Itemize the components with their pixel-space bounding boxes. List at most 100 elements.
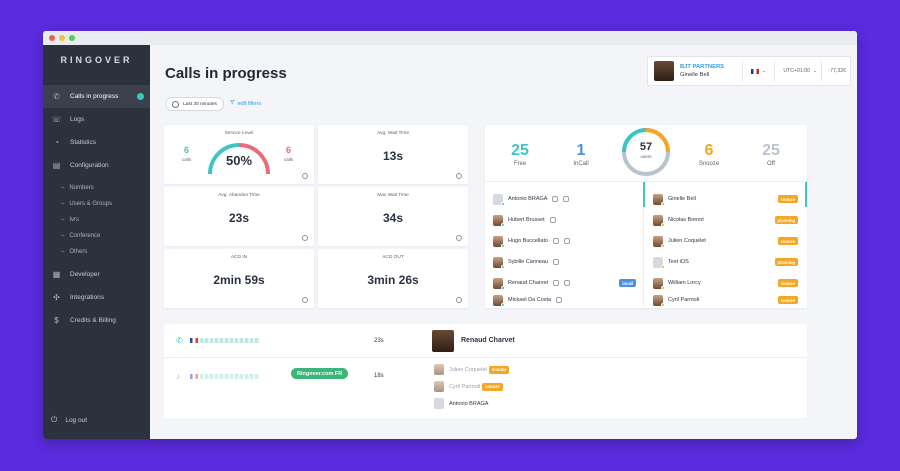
france-flag-icon xyxy=(190,374,198,379)
edit-filters-link[interactable]: ⛛ edit filters xyxy=(230,100,262,107)
agent-row[interactable]: Ginelle Bell snooze xyxy=(653,189,798,209)
max-wait-card: Max Wait Time 34s xyxy=(318,187,468,246)
close-window-dot[interactable] xyxy=(49,35,55,41)
agent-name: Renaud Charvet xyxy=(461,337,515,344)
avatar xyxy=(653,277,665,290)
call-row-ringing[interactable]: ♪ Ringover.com FR 18s Julien Coquelet sn… xyxy=(164,359,807,418)
sidebar-subitem-users-groups[interactable]: – Users & Groups xyxy=(61,201,113,207)
avatar xyxy=(653,256,665,269)
users-donut xyxy=(622,128,670,176)
call-duration: 23s xyxy=(374,337,384,344)
gear-icon[interactable] xyxy=(456,173,462,179)
ringing-agent: Julien Coquelet snooze xyxy=(434,364,510,375)
avatar xyxy=(654,61,674,81)
agent-row[interactable]: Hubert Brusset xyxy=(493,210,556,230)
android-device-icon xyxy=(556,297,563,303)
service-level-gauge xyxy=(208,143,270,175)
logout-button[interactable]: ⏻ Log out xyxy=(51,415,88,424)
sidebar-item-label: Calls in progress xyxy=(70,93,119,100)
masked-phone-number xyxy=(200,338,260,343)
timezone[interactable]: UTC+01:00 xyxy=(783,68,811,74)
sidebar-item-statistics[interactable]: ◔ Statistics xyxy=(43,131,150,154)
app-logo: RINGOVER xyxy=(60,55,133,65)
agent-row[interactable]: Cyril Parmoli snooze xyxy=(653,293,798,307)
service-level-card: Service Level 6 calls 50% 6 calls xyxy=(164,125,314,184)
chevron-down-icon[interactable]: ⌄ xyxy=(813,68,818,74)
app-window: RINGOVER ✆ Calls in progress ☏ Logs ◔ St… xyxy=(43,31,857,439)
sidebar-item-configuration[interactable]: ▤ Configuration xyxy=(43,154,150,177)
status-badge: planning xyxy=(774,258,798,266)
power-icon: ⏻ xyxy=(51,415,58,424)
avatar xyxy=(653,214,665,227)
agent-row[interactable]: Antonio BRAGA xyxy=(493,189,570,209)
agent-row[interactable]: Mickael Da Costa xyxy=(493,293,563,307)
main-content: Calls in progress Last 30 minutes ⛛ edit… xyxy=(150,45,857,439)
agent-row[interactable]: Sybille Canneau xyxy=(493,252,560,272)
status-badge: snooze xyxy=(777,237,798,245)
time-filter[interactable]: Last 30 minutes xyxy=(165,97,224,111)
desktop-device-icon xyxy=(553,280,560,286)
avatar xyxy=(493,294,505,307)
avatar xyxy=(653,235,665,248)
sidebar-item-logs[interactable]: ☏ Logs xyxy=(43,108,150,131)
avatar xyxy=(493,235,505,248)
agent-row[interactable]: Nicolas Brenot planning xyxy=(653,210,798,230)
user-name: Ginelle Bell xyxy=(680,72,710,78)
clock-icon xyxy=(172,100,179,108)
company-name: BJT PARTNERS xyxy=(680,64,725,70)
avatar xyxy=(493,193,505,206)
status-badge: planning xyxy=(774,216,798,224)
call-row-active[interactable]: ✆ 23s Renaud Charvet xyxy=(164,324,807,358)
account-box[interactable]: BJT PARTNERS Ginelle Bell ⌄ UTC+01:00 ⌄ … xyxy=(647,56,851,86)
android-device-icon xyxy=(564,280,571,286)
agent-row[interactable]: Hugo Buccellato xyxy=(493,231,571,251)
sidebar-item-integrations[interactable]: ✣ Integrations xyxy=(43,286,150,309)
phone-icon: ✆ xyxy=(53,92,60,101)
sidebar-item-label: Configuration xyxy=(70,162,109,169)
sidebar: RINGOVER ✆ Calls in progress ☏ Logs ◔ St… xyxy=(43,45,150,439)
agent-row[interactable]: Julien Coquelet snooze xyxy=(653,231,798,251)
money-bag-icon: $ xyxy=(54,316,59,325)
sidebar-item-calls-in-progress[interactable]: ✆ Calls in progress xyxy=(43,85,150,108)
filter-icon: ⛛ xyxy=(230,100,235,106)
minimize-window-dot[interactable] xyxy=(59,35,65,41)
sidebar-item-developer[interactable]: ▦ Developer xyxy=(52,270,100,279)
gear-icon[interactable] xyxy=(302,173,308,179)
agent-row[interactable]: William Lorcy snooze xyxy=(653,273,798,293)
sidebar-item-credits-billing[interactable]: $ Credits & Billing xyxy=(43,309,150,332)
agent-row[interactable]: Renaud Charvet incall xyxy=(493,273,636,293)
avatar xyxy=(434,398,444,409)
france-flag-icon xyxy=(190,338,198,343)
avg-wait-card: Avg. Wait Time 13s xyxy=(318,125,468,184)
window-titlebar xyxy=(43,31,857,45)
agent-row[interactable]: Test iOS planning xyxy=(653,252,798,272)
android-device-icon xyxy=(564,238,571,244)
maximize-window-dot[interactable] xyxy=(69,35,75,41)
settings-grid-icon: ▤ xyxy=(52,161,61,170)
chevron-down-icon[interactable]: ⌄ xyxy=(762,68,767,74)
avatar xyxy=(432,329,454,352)
apple-device-icon xyxy=(549,217,556,223)
gear-icon[interactable] xyxy=(456,235,462,241)
code-icon: ▦ xyxy=(52,270,61,279)
incoming-call-icon: ✆ xyxy=(176,336,183,345)
acd-out-card: ACD OUT 3min 26s xyxy=(318,249,468,308)
status-badge: incall xyxy=(619,279,636,287)
avatar xyxy=(493,214,505,227)
desktop-device-icon xyxy=(563,196,570,202)
language-flag-icon[interactable] xyxy=(751,68,759,74)
agents-panel: 25 Free 1 InCall 57 users 6 Snooze 25 Of… xyxy=(485,125,807,308)
gear-icon[interactable] xyxy=(302,297,308,303)
gear-icon[interactable] xyxy=(456,297,462,303)
acd-in-card: ACD IN 2min 59s xyxy=(164,249,314,308)
gear-icon[interactable] xyxy=(302,235,308,241)
sidebar-subitem-numbers[interactable]: – Numbers xyxy=(61,185,94,191)
ringing-agent: Antonio BRAGA xyxy=(434,398,488,409)
avatar xyxy=(493,277,505,290)
sidebar-subitem-conference[interactable]: – Conference xyxy=(61,233,101,239)
ringing-agent: Cyril Parmoli snooze xyxy=(434,381,503,392)
active-indicator xyxy=(137,93,144,100)
phone-device-icon xyxy=(552,196,559,202)
sidebar-subitem-others[interactable]: – Others xyxy=(61,249,88,255)
sidebar-subitem-ivrs[interactable]: – Ivrs xyxy=(61,217,80,223)
